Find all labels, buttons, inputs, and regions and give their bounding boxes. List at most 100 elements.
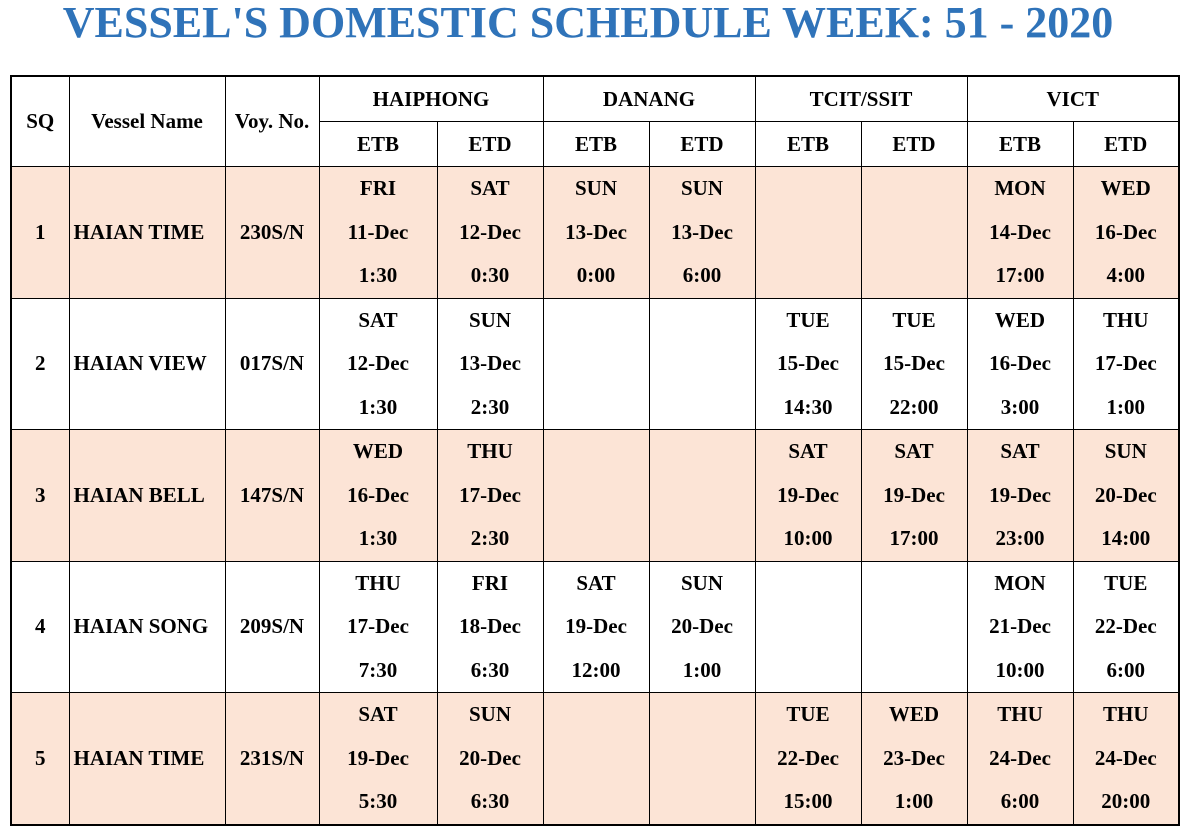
cell-day: SAT	[358, 307, 398, 332]
cell-time: 1:30	[358, 394, 398, 419]
cell-day: WED	[352, 439, 404, 463]
row-vessel-name: HAIAN BELL	[68, 429, 226, 562]
cell-date: 12-Dec	[459, 219, 521, 244]
cell-date: 19-Dec	[565, 614, 627, 638]
cell-day: SUN	[468, 307, 511, 332]
cell-tcit-ssit-etd: TUE 15-Dec 22:00	[860, 297, 968, 430]
cell-date: 19-Dec	[989, 482, 1051, 507]
cell-day: MON	[994, 176, 1046, 200]
cell-date	[862, 605, 966, 649]
cell-day: SAT	[894, 439, 934, 463]
cell-day: THU	[355, 570, 401, 595]
row-sq: 3	[10, 429, 70, 562]
cell-day	[544, 299, 648, 342]
cell-danang-etb	[542, 297, 650, 430]
cell-vict-etd: SUN 20-Dec 14:00	[1072, 429, 1180, 562]
row-sq: 4	[10, 560, 70, 693]
cell-day: SAT	[576, 570, 616, 595]
row-vessel-name: HAIAN TIME	[68, 692, 226, 825]
cell-day	[756, 167, 860, 210]
table-row: 1 HAIAN TIME 230S/N FRI 11-Dec 1:30 SAT 12-Dec 0…	[10, 166, 1180, 299]
cell-date: 19-Dec	[777, 482, 839, 507]
schedule-table: SQ Vessel Name Voy. No. HAIPHONG DANANG …	[10, 75, 1180, 826]
cell-day	[650, 694, 754, 737]
header-port-danang: DANANG	[542, 75, 756, 122]
cell-day: TUE	[786, 702, 830, 726]
cell-danang-etd	[648, 692, 756, 825]
cell-time	[544, 780, 648, 824]
cell-time: 20:00	[1101, 789, 1151, 813]
cell-date: 22-Dec	[1094, 614, 1157, 638]
header-etd: ETD	[860, 121, 968, 167]
cell-danang-etb: SAT 19-Dec 12:00	[542, 560, 650, 693]
cell-time: 1:00	[1106, 394, 1146, 419]
cell-haiphong-etb: WED 16-Dec 1:30	[318, 429, 438, 562]
cell-time: 6:00	[1106, 657, 1146, 682]
table-body: 1 HAIAN TIME 230S/N FRI 11-Dec 1:30 SAT 12-Dec 0…	[10, 166, 1180, 825]
row-sq: 1	[10, 166, 70, 299]
header-etb: ETB	[754, 121, 862, 167]
header-port-tcit-ssit: TCIT/SSIT	[754, 75, 968, 122]
header-vessel-name: Vessel Name	[68, 75, 226, 167]
cell-date	[544, 474, 648, 518]
cell-time	[862, 649, 966, 692]
cell-date: 16-Dec	[989, 351, 1051, 375]
cell-time: 23:00	[995, 526, 1045, 550]
cell-time: 14:00	[1101, 526, 1151, 550]
row-voy-no: 209S/N	[224, 560, 320, 693]
cell-date: 24-Dec	[1094, 745, 1157, 770]
row-vessel-name: HAIAN TIME	[68, 166, 226, 299]
cell-day: FRI	[359, 176, 397, 200]
cell-date: 20-Dec	[671, 614, 733, 638]
cell-haiphong-etb: SAT 12-Dec 1:30	[318, 297, 438, 430]
cell-vict-etb: MON 21-Dec 10:00	[966, 560, 1074, 693]
cell-day: TUE	[892, 307, 936, 332]
table-row: 5 HAIAN TIME 231S/N SAT 19-Dec 5:30 SUN 20-Dec 6…	[10, 692, 1180, 825]
cell-date: 16-Dec	[347, 482, 409, 507]
header-etb: ETB	[318, 121, 438, 167]
cell-day: SAT	[1000, 439, 1040, 463]
cell-vict-etd: THU 17-Dec 1:00	[1072, 297, 1180, 430]
cell-day: THU	[1102, 307, 1149, 332]
row-vessel-name: HAIAN VIEW	[68, 297, 226, 430]
cell-day	[650, 299, 754, 342]
cell-date: 13-Dec	[459, 351, 521, 375]
cell-date: 15-Dec	[777, 351, 839, 375]
cell-date: 21-Dec	[989, 614, 1051, 638]
header-etd: ETD	[436, 121, 544, 167]
cell-tcit-ssit-etd	[860, 166, 968, 299]
cell-day	[544, 430, 648, 473]
cell-tcit-ssit-etb	[754, 560, 862, 693]
cell-danang-etb: SUN 13-Dec 0:00	[542, 166, 650, 299]
cell-time: 14:30	[783, 394, 833, 419]
cell-day: SAT	[358, 702, 398, 726]
cell-vict-etd: TUE 22-Dec 6:00	[1072, 560, 1180, 693]
cell-date	[650, 737, 754, 781]
cell-date: 17-Dec	[347, 614, 409, 638]
cell-date	[650, 342, 754, 386]
cell-day: SAT	[470, 176, 510, 200]
cell-danang-etd	[648, 297, 756, 430]
cell-day	[862, 167, 966, 210]
row-voy-no: 230S/N	[224, 166, 320, 299]
cell-day: SAT	[788, 439, 828, 463]
cell-tcit-ssit-etb: TUE 15-Dec 14:30	[754, 297, 862, 430]
cell-haiphong-etd: SUN 13-Dec 2:30	[436, 297, 544, 430]
cell-date	[756, 211, 860, 255]
cell-time: 6:30	[470, 789, 510, 813]
cell-time: 15:00	[783, 789, 833, 813]
cell-date: 14-Dec	[989, 219, 1051, 244]
cell-danang-etb	[542, 692, 650, 825]
cell-time: 2:30	[470, 394, 510, 419]
cell-time	[650, 517, 754, 560]
cell-time: 5:30	[358, 789, 398, 813]
header-port-vict: VICT	[966, 75, 1180, 122]
cell-date: 23-Dec	[883, 745, 945, 770]
header-voy-no: Voy. No.	[224, 75, 320, 167]
cell-date: 17-Dec	[1094, 351, 1157, 375]
cell-time: 1:30	[358, 263, 398, 287]
cell-time: 17:00	[995, 263, 1045, 287]
cell-vict-etd: THU 24-Dec 20:00	[1072, 692, 1180, 825]
cell-danang-etd: SUN 20-Dec 1:00	[648, 560, 756, 693]
cell-day	[650, 430, 754, 473]
